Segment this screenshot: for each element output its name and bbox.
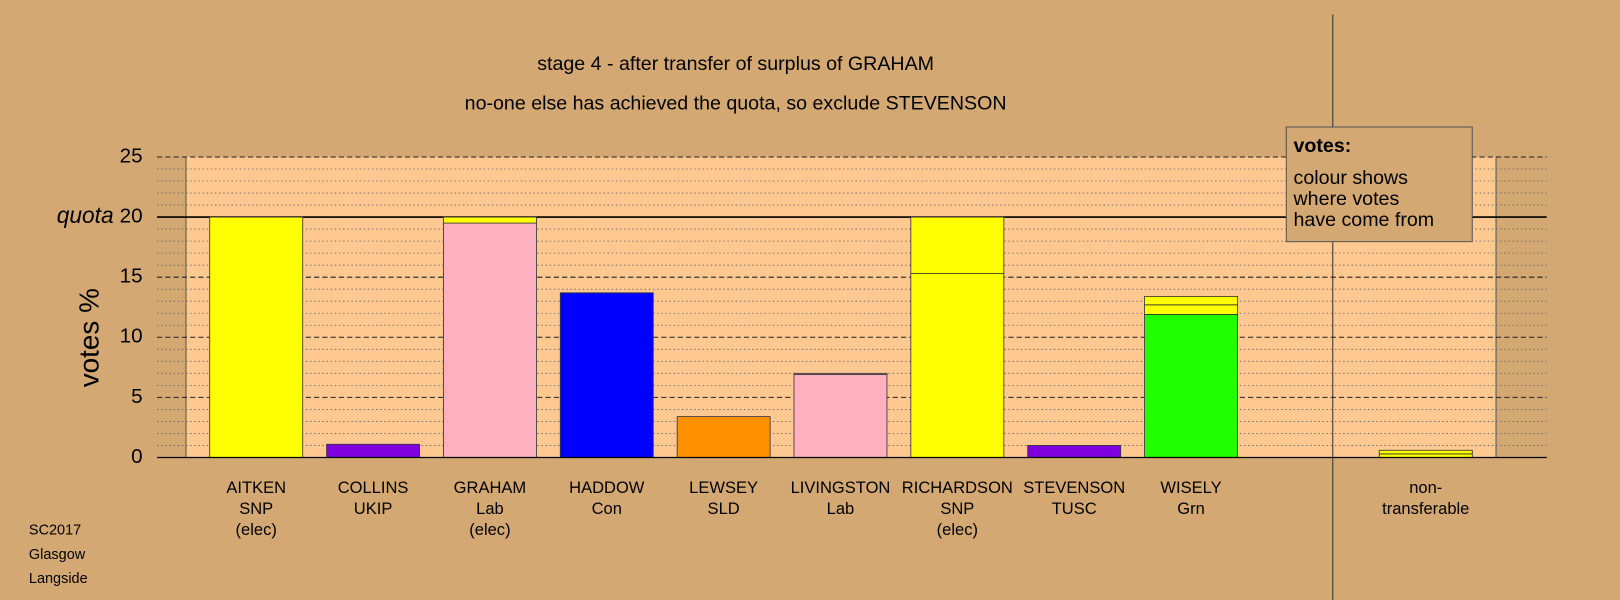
bar-segment (209, 216, 304, 458)
bar-segment (1378, 449, 1473, 455)
x-tick-label: UKIP (354, 499, 393, 518)
x-tick-label: Con (592, 499, 622, 518)
y-tick-label: 0 (131, 445, 142, 468)
bar-segment (910, 216, 1005, 274)
x-tick-label: Lab (476, 499, 504, 518)
footnote: SC2017 (29, 523, 81, 539)
bar-segment (443, 216, 537, 224)
x-tick-label: HADDOW (569, 478, 645, 497)
x-tick-label: TUSC (1052, 499, 1097, 518)
y-tick-label: 10 (120, 325, 143, 348)
bar-segment (1144, 304, 1238, 315)
x-tick-label: AITKEN (226, 478, 286, 497)
x-tick-label: (elec) (469, 520, 510, 539)
bar-segment (559, 292, 654, 458)
bar-segment (793, 374, 888, 458)
legend-box (1285, 126, 1473, 243)
chart-title: stage 4 - after transfer of surplus of G… (537, 53, 934, 75)
legend-text: where votes (1293, 188, 1400, 210)
y-tick-label: 5 (131, 385, 142, 408)
legend-text: colour shows (1294, 167, 1409, 189)
bar-segment (443, 222, 537, 458)
bar-segment (793, 372, 888, 375)
bar-segment (910, 273, 1005, 458)
footnote: Glasgow (29, 547, 86, 563)
x-tick-label: SLD (708, 499, 740, 518)
bar-segment (676, 416, 771, 458)
x-tick-label: non- (1409, 478, 1442, 497)
x-tick-label: GRAHAM (454, 478, 527, 497)
x-tick-label: STEVENSON (1023, 478, 1125, 497)
x-tick-label: SNP (239, 499, 273, 518)
bar-segment (1027, 445, 1122, 458)
x-tick-label: Grn (1177, 499, 1205, 518)
y-axis-label: votes % (73, 288, 104, 387)
quota-label: quota (57, 202, 114, 228)
x-tick-label: transferable (1382, 499, 1469, 518)
x-tick-label: (elec) (937, 520, 978, 539)
x-tick-label: WISELY (1160, 478, 1221, 497)
chart-subtitle: no-one else has achieved the quota, so e… (465, 92, 1007, 114)
y-tick-label: 15 (120, 265, 143, 288)
x-tick-label: LIVINGSTON (791, 478, 891, 497)
bar-segment (1144, 295, 1238, 306)
y-tick-label: 25 (120, 144, 143, 167)
y-tick-label: 20 (120, 205, 143, 228)
footnote: Langside (29, 571, 88, 587)
x-tick-label: LEWSEY (689, 478, 758, 497)
x-tick-label: COLLINS (338, 478, 409, 497)
x-tick-label: RICHARDSON (902, 478, 1013, 497)
x-tick-label: Lab (827, 499, 855, 518)
x-tick-label: SNP (940, 499, 974, 518)
legend-title: votes: (1294, 135, 1352, 157)
x-tick-label: (elec) (236, 520, 277, 539)
bar-segment (326, 443, 420, 458)
legend-text: have come from (1294, 209, 1435, 231)
bar-segment (1144, 314, 1238, 458)
